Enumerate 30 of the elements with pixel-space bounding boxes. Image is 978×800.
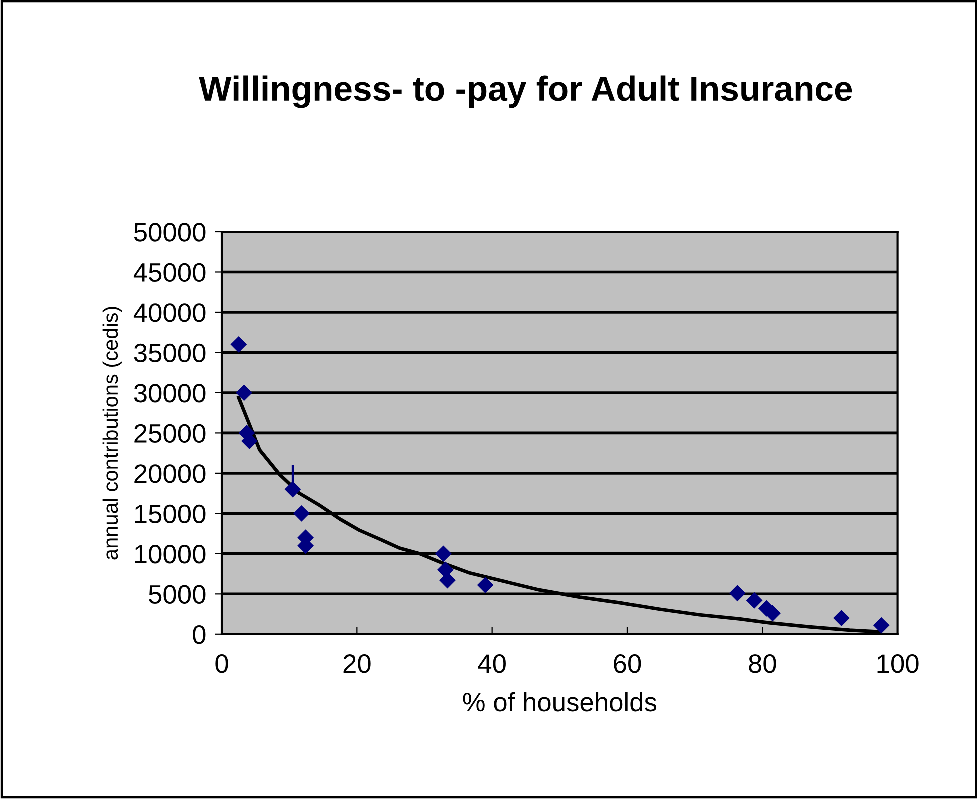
point bbox=[477, 577, 494, 594]
y-tick-label: 20000 bbox=[134, 464, 206, 484]
y-tick-label: 35000 bbox=[134, 344, 206, 363]
x-axis-title: % of households bbox=[463, 692, 657, 712]
point bbox=[873, 617, 890, 634]
point bbox=[729, 585, 746, 602]
y-axis-title: annual contributions (cedis) bbox=[102, 307, 122, 560]
point bbox=[440, 572, 456, 589]
chart-title: Willingness- to -pay for Adult Insurance bbox=[199, 76, 852, 108]
y-tick-label: 45000 bbox=[134, 263, 206, 282]
y-tick-label: 25000 bbox=[134, 424, 206, 444]
x-tick-label: 60 bbox=[614, 654, 642, 674]
y-tick-label: 40000 bbox=[134, 304, 206, 322]
y-tick-label: 5000 bbox=[149, 585, 206, 604]
x-tick-label: 20 bbox=[344, 654, 371, 674]
point bbox=[294, 505, 310, 522]
point bbox=[230, 336, 248, 353]
x-tick-label: 100 bbox=[878, 654, 919, 674]
x-tick-label: 80 bbox=[749, 654, 776, 674]
point bbox=[833, 610, 850, 627]
y-tick-label: 10000 bbox=[135, 545, 206, 564]
y-tick-label: 50000 bbox=[134, 223, 206, 242]
y-tick-label: 0 bbox=[193, 626, 206, 644]
x-tick-label: 0 bbox=[216, 654, 228, 674]
y-tick-label: 30000 bbox=[134, 384, 206, 403]
x-tick-label: 40 bbox=[478, 654, 506, 674]
point bbox=[746, 592, 763, 609]
point bbox=[236, 384, 253, 402]
point bbox=[435, 546, 452, 562]
y-tick-label: 15000 bbox=[135, 504, 206, 524]
